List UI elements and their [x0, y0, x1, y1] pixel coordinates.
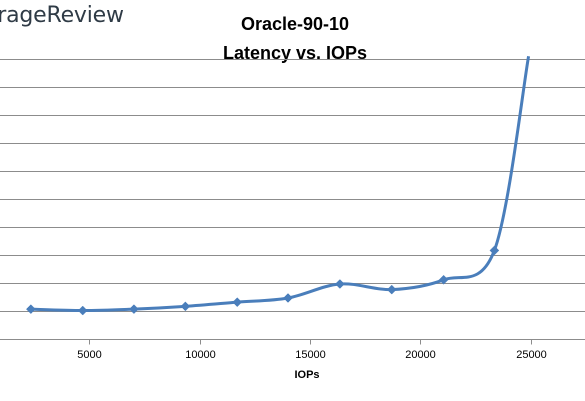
x-tick-label: 25000 — [516, 349, 547, 361]
data-point-marker — [489, 245, 500, 256]
data-point-marker — [438, 274, 449, 285]
chart-title: Oracle-90-10 — [240, 14, 350, 34]
x-axis-label: IOPs — [294, 369, 320, 381]
data-point-marker — [26, 304, 36, 315]
x-tick-label: 5000 — [77, 349, 101, 361]
data-point-marker — [77, 305, 88, 316]
data-point-marker — [180, 301, 191, 312]
x-tick-label: 10000 — [185, 349, 216, 361]
data-point-marker — [232, 297, 243, 308]
series-line — [30, 55, 531, 313]
storagereview-logo: orageReview — [0, 3, 124, 28]
data-point-marker — [283, 293, 293, 303]
x-tick-label: 15000 — [295, 349, 326, 361]
data-point-marker — [386, 284, 397, 295]
data-point-marker — [335, 279, 345, 289]
x-tick-label: 20000 — [405, 349, 436, 361]
data-point-marker — [129, 304, 139, 315]
chart-subtitle: Latency vs. IOPs — [222, 43, 368, 63]
